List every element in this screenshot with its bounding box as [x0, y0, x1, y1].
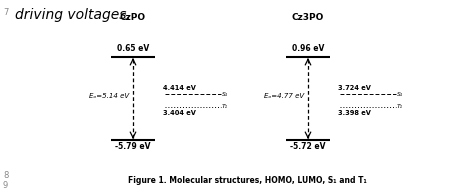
Text: 0.96 eV: 0.96 eV [292, 44, 324, 53]
Text: 4.414 eV: 4.414 eV [163, 85, 196, 91]
Text: S₁: S₁ [397, 91, 403, 97]
Text: 0.65 eV: 0.65 eV [117, 44, 149, 53]
Text: 3.724 eV: 3.724 eV [338, 85, 371, 91]
Text: 3.404 eV: 3.404 eV [163, 110, 196, 116]
Text: 8: 8 [3, 171, 9, 180]
Text: S₁: S₁ [222, 91, 228, 97]
Text: driving voltages.: driving voltages. [15, 8, 131, 22]
Text: Cz3PO: Cz3PO [292, 13, 324, 22]
Text: Figure 1. Molecular structures, HOMO, LUMO, S₁ and T₁: Figure 1. Molecular structures, HOMO, LU… [128, 176, 366, 185]
Text: Eₒ=5.14 eV: Eₒ=5.14 eV [89, 93, 129, 99]
Text: 9: 9 [3, 181, 8, 190]
Text: 7: 7 [3, 8, 9, 17]
Text: -5.79 eV: -5.79 eV [115, 142, 151, 151]
Text: -5.72 eV: -5.72 eV [290, 142, 326, 151]
Text: CzPO: CzPO [120, 13, 146, 22]
Text: Eₒ=4.77 eV: Eₒ=4.77 eV [264, 93, 304, 99]
Text: 3.398 eV: 3.398 eV [338, 110, 371, 116]
Text: T₁: T₁ [222, 105, 228, 110]
Text: T₁: T₁ [397, 105, 403, 110]
